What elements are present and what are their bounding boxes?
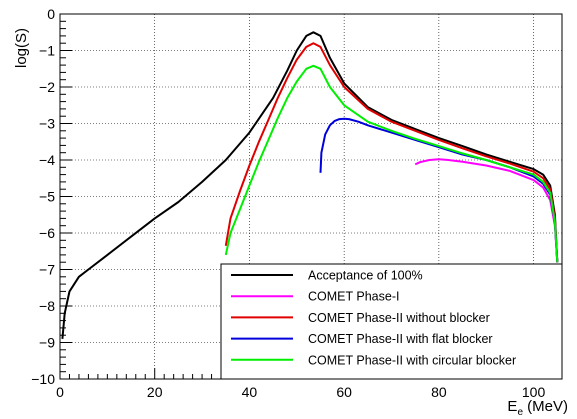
y-tick-label: 0 [47, 6, 55, 22]
series-line [61, 31, 559, 339]
y-tick-label: −9 [39, 335, 55, 351]
y-axis-title: log(S) [13, 28, 30, 68]
y-tick-label: −3 [39, 116, 55, 132]
series-line [224, 64, 559, 263]
legend-label: COMET Phase-I [308, 290, 399, 304]
x-axis-title: Ee (MeV) [507, 398, 568, 418]
tick-labels: 0 20 40 60 80 100 0 −1 −2 −3 −4 −5 −6 −7 −8 −9 −10 [31, 6, 545, 400]
x-axis-title-subscript: e [517, 407, 523, 418]
y-tick-label: −1 [39, 43, 55, 59]
x-tick-label: 100 [522, 384, 546, 400]
y-tick-label: −2 [39, 79, 55, 95]
x-tick-label: 60 [336, 384, 352, 400]
series-line [319, 117, 559, 263]
y-tick-label: −6 [39, 225, 55, 241]
series-line [224, 42, 559, 263]
legend: Acceptance of 100% COMET Phase-I COMET Pha… [220, 263, 563, 380]
x-tick-label: 40 [242, 384, 258, 400]
y-tick-label: −7 [39, 262, 55, 278]
x-tick-label: 0 [56, 384, 64, 400]
y-tick-label: −4 [39, 152, 55, 168]
x-axis-title-main: E [507, 398, 517, 415]
y-tick-label: −8 [39, 298, 55, 314]
legend-label: Acceptance of 100% [308, 269, 423, 283]
x-axis-title-unit: (MeV) [523, 398, 568, 415]
y-tick-label: −10 [31, 371, 55, 387]
x-tick-label: 80 [431, 384, 447, 400]
legend-label: COMET Phase-II with circular blocker [308, 353, 516, 367]
series-lines [61, 31, 559, 339]
legend-label: COMET Phase-II without blocker [308, 311, 490, 325]
x-tick-label: 20 [147, 384, 163, 400]
y-tick-label: −5 [39, 189, 55, 205]
legend-label: COMET Phase-II with flat blocker [308, 332, 493, 346]
